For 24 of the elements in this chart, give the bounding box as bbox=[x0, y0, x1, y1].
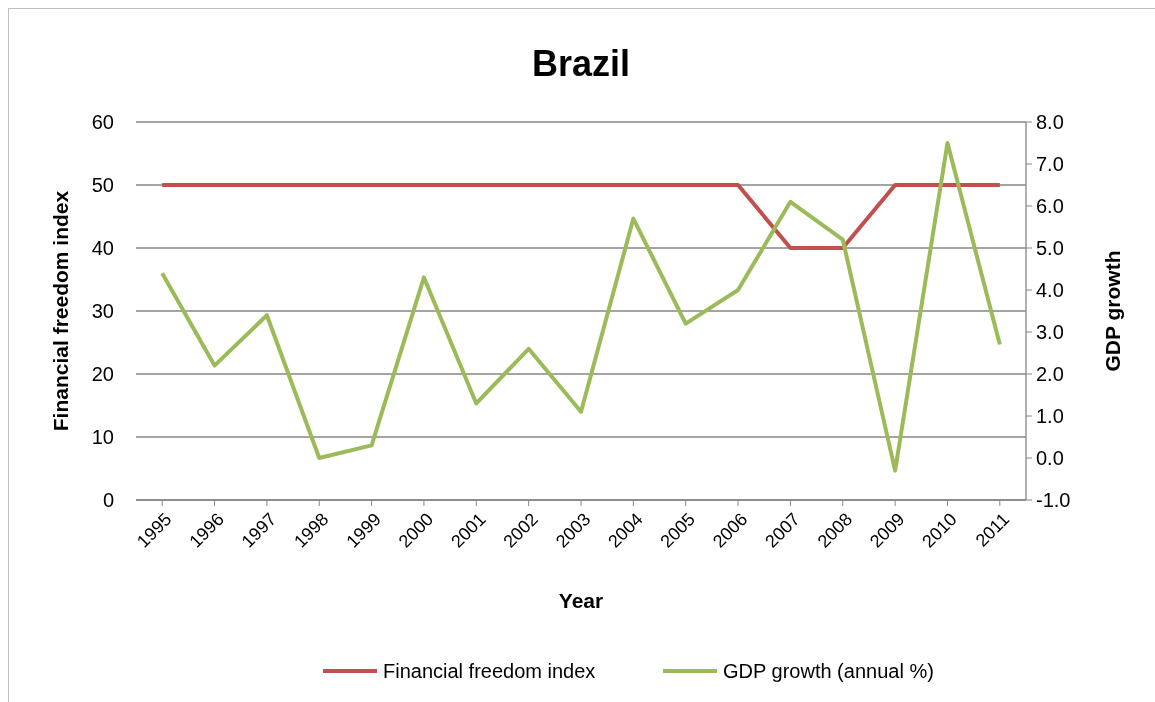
y2-tick-label: 5.0 bbox=[1036, 237, 1064, 259]
legend-label: Financial freedom index bbox=[383, 660, 596, 682]
y-tick-label: 50 bbox=[91, 174, 114, 196]
chart-title: Brazil bbox=[531, 43, 631, 84]
y-tick-label: 30 bbox=[91, 300, 114, 322]
y2-tick-label: 0.0 bbox=[1036, 447, 1064, 469]
y2-axis-title: GDP growth bbox=[1101, 250, 1124, 372]
y2-tick-label: -1.0 bbox=[1036, 489, 1071, 511]
y-tick-label: 40 bbox=[91, 237, 114, 259]
y-tick-label: 10 bbox=[91, 426, 114, 448]
y2-tick-label: 3.0 bbox=[1036, 321, 1064, 343]
legend-label: GDP growth (annual %) bbox=[723, 660, 934, 682]
x-axis-title: Year bbox=[558, 589, 604, 612]
y-tick-label: 20 bbox=[91, 363, 114, 385]
y2-tick-label: 8.0 bbox=[1036, 111, 1064, 133]
y-axis-title: Financial freedom index bbox=[49, 190, 72, 432]
y2-tick-label: 7.0 bbox=[1036, 153, 1064, 175]
y2-tick-label: 2.0 bbox=[1036, 363, 1064, 385]
y-tick-label: 0 bbox=[102, 489, 114, 511]
y2-tick-label: 4.0 bbox=[1036, 279, 1064, 301]
y2-tick-label: 6.0 bbox=[1036, 195, 1064, 217]
line-series bbox=[160, 141, 1002, 473]
y-tick-label: 60 bbox=[91, 111, 114, 133]
y2-tick-label: 1.0 bbox=[1036, 405, 1064, 427]
